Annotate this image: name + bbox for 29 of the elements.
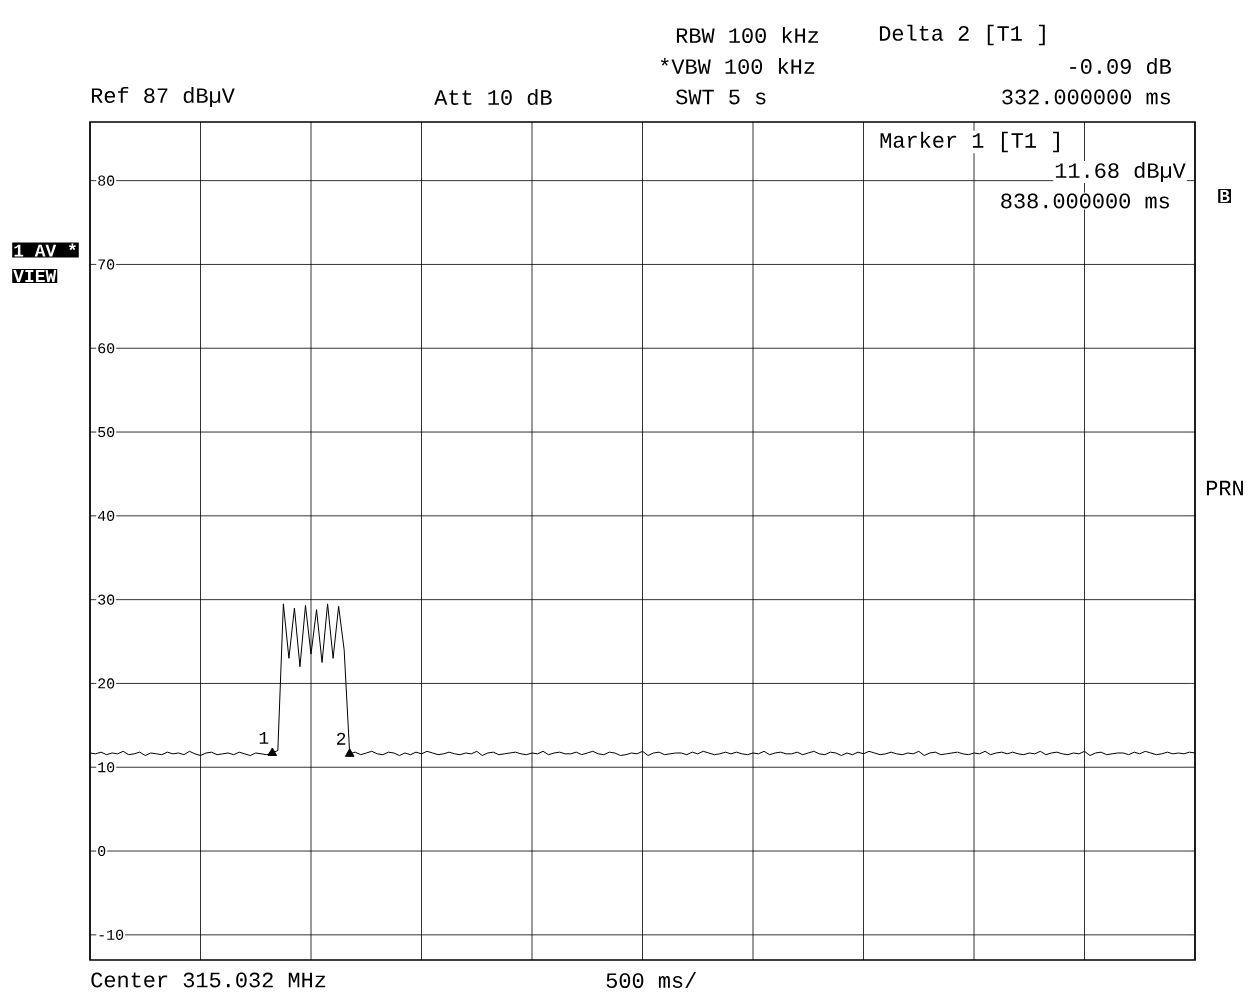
text: Ref 87 dBµV <box>91 86 235 108</box>
text: Center 315.032 MHz <box>91 972 326 988</box>
y-tick-label: -10 <box>99 929 124 940</box>
y-tick-label: 20 <box>98 678 115 689</box>
y-tick-label: 10 <box>98 762 115 773</box>
text: B <box>1220 190 1230 202</box>
y-tick-label: 50 <box>98 426 115 438</box>
text: RBW 100 kHz <box>676 26 819 44</box>
y-tick-label: 80 <box>98 175 115 186</box>
y-tick-label: 70 <box>98 259 115 270</box>
y-tick-label: 30 <box>98 594 115 605</box>
text: SWT 5 s <box>676 89 766 105</box>
y-tick-label: 40 <box>97 510 115 521</box>
text: 332.000000 ms <box>1002 89 1170 105</box>
text: 1 AV * <box>14 243 76 257</box>
annotation: Marker 1 [T1 ] <box>880 131 1059 153</box>
annotation: 838.000000 ms <box>1001 193 1169 209</box>
text: 500 ms/ <box>606 971 697 989</box>
text: -0.09 dB <box>1070 57 1171 75</box>
y-tick-label: 0 <box>98 845 106 857</box>
text: Delta 2 [T1 ] <box>879 24 1045 46</box>
y-tick-label: 60 <box>98 343 115 354</box>
text: *VBW 100 kHz <box>660 57 815 75</box>
annotation: 2 <box>336 732 346 745</box>
text: VIEW <box>13 270 57 282</box>
annotation: 11.68 dBµV <box>1055 161 1186 183</box>
annotation: 1 <box>259 731 269 744</box>
text: PRN <box>1206 480 1243 496</box>
text: Att 10 dB <box>434 88 552 106</box>
